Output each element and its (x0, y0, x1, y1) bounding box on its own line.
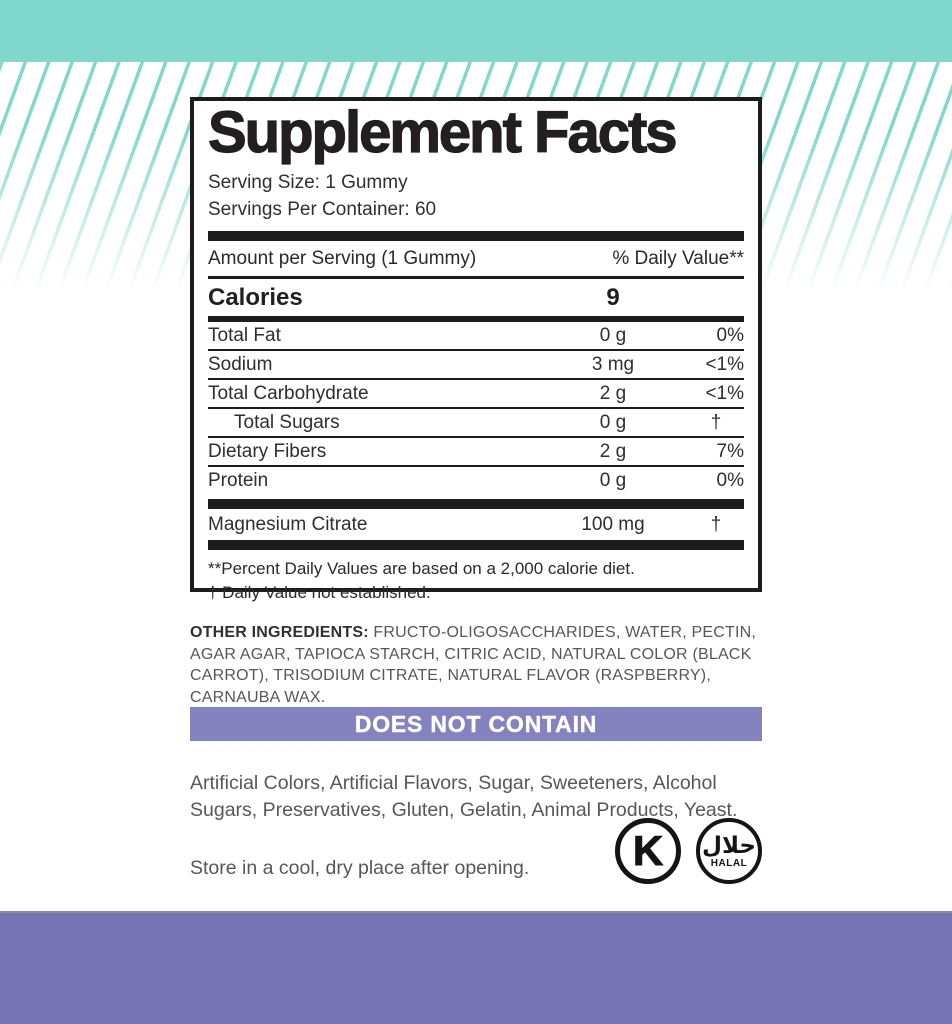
nutrient-dv: 0% (716, 470, 744, 491)
nutrient-name: Sodium (208, 354, 273, 375)
calories-row: Calories 9 (208, 279, 744, 316)
halal-label: HALAL (710, 858, 748, 869)
supplement-facts-panel: Supplement Facts Serving Size: 1 Gummy S… (190, 97, 762, 602)
nutrient-amount: 0 g (599, 325, 627, 346)
table-row: Protein 0 g 0% (208, 467, 744, 494)
nutrient-amount: 2 g (599, 441, 627, 462)
storage-note: Store in a cool, dry place after opening… (190, 857, 530, 879)
ingredient-amount: 100 mg (581, 514, 645, 535)
nutrient-name: Total Sugars (234, 412, 340, 433)
divider-thick (208, 499, 744, 509)
nutrient-amount: 0 g (599, 470, 627, 491)
kosher-icon: K (615, 818, 681, 884)
nutrient-dv: 7% (716, 441, 744, 462)
footnote-daily-values: **Percent Daily Values are based on a 2,… (208, 559, 635, 578)
ingredient-dv: † (710, 514, 722, 535)
table-row: Sodium 3 mg <1% (208, 351, 744, 378)
nutrient-amount: 3 mg (591, 354, 635, 375)
supplement-ingredient-row: Magnesium Citrate 100 mg † (208, 509, 744, 540)
does-not-contain-list: Artificial Colors, Artificial Flavors, S… (190, 771, 738, 821)
page-title: Supplement Facts (207, 100, 678, 165)
servings-per-container: Servings Per Container: 60 (208, 199, 437, 220)
row-divider (208, 378, 744, 380)
nutrient-name: Total Carbohydrate (208, 383, 369, 404)
row-divider (208, 349, 744, 351)
nutrient-dv: <1% (705, 354, 744, 375)
footer-divider-line (0, 911, 952, 913)
nutrient-name: Total Fat (208, 325, 281, 346)
other-ingredients-text: FRUCTO-OLIGOSACCHARIDES, WATER, PECTIN, … (190, 624, 757, 706)
certification-badges: K حلال HALAL (615, 818, 762, 884)
row-divider (208, 436, 744, 438)
other-ingredients: OTHER INGREDIENTS: FRUCTO-OLIGOSACCHARID… (190, 622, 768, 708)
table-row: Dietary Fibers 2 g 7% (208, 438, 744, 465)
row-divider (208, 465, 744, 467)
other-ingredients-label: OTHER INGREDIENTS: (190, 624, 369, 641)
row-divider (208, 407, 744, 409)
does-not-contain-banner: DOES NOT CONTAIN (190, 707, 762, 741)
serving-size: Serving Size: 1 Gummy (208, 172, 408, 193)
nutrient-name: Protein (208, 470, 269, 491)
does-not-contain-title: DOES NOT CONTAIN (354, 710, 598, 737)
calories-value: 9 (606, 284, 620, 311)
nutrient-amount: 2 g (599, 383, 627, 404)
halal-icon: حلال HALAL (696, 818, 762, 884)
table-row: Total Carbohydrate 2 g <1% (208, 380, 744, 407)
table-row: Total Fat 0 g 0% (208, 322, 744, 349)
divider-thick (208, 540, 744, 550)
nutrient-amount: 0 g (599, 412, 627, 433)
table-row: Total Sugars 0 g † (208, 409, 744, 436)
nutrient-name: Dietary Fibers (208, 441, 327, 462)
footnote-dagger: † Daily Value not established. (208, 583, 431, 602)
daily-value-header: % Daily Value** (612, 248, 744, 269)
divider-thick (208, 231, 744, 241)
divider-medium (208, 316, 744, 322)
halal-arabic-text: حلال (702, 833, 756, 859)
storage-and-certifications: Store in a cool, dry place after opening… (190, 818, 762, 884)
amount-per-serving-header: Amount per Serving (1 Gummy) (208, 248, 477, 269)
divider-thin (208, 276, 744, 279)
bottom-purple-band (0, 913, 952, 1024)
ingredient-name: Magnesium Citrate (208, 514, 368, 535)
nutrient-dv: <1% (705, 383, 744, 404)
top-teal-band (0, 0, 952, 62)
table-header-row: Amount per Serving (1 Gummy) % Daily Val… (208, 241, 744, 276)
footnotes: **Percent Daily Values are based on a 2,… (208, 557, 744, 605)
nutrient-dv: 0% (716, 325, 744, 346)
calories-label: Calories (208, 284, 303, 311)
nutrient-dv: † (710, 412, 722, 433)
